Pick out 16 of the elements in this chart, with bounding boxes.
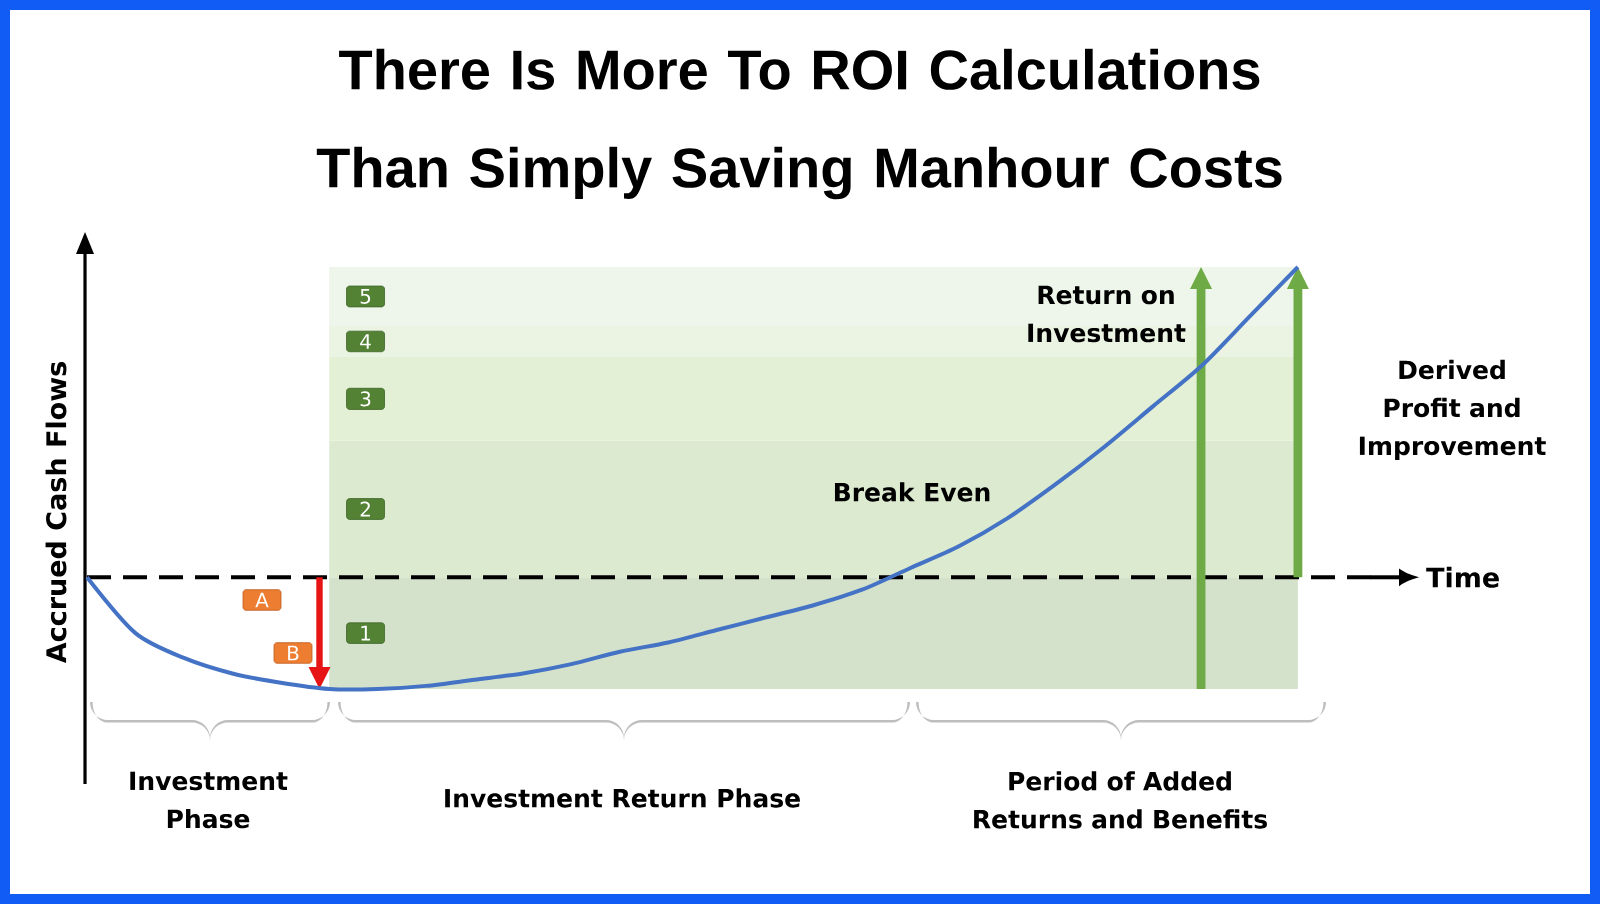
annotation: Break Even <box>834 482 990 502</box>
text: Derived Profit and Improvement <box>1359 359 1546 461</box>
chart-title: There Is More To ROI Calculations Than Simply Saving Manhour Costs <box>316 48 1282 200</box>
annotation: B <box>288 645 299 661</box>
band-label: 4 <box>360 334 371 349</box>
text: Period of Added Returns and Benefits <box>974 771 1267 829</box>
text: Investment Return Phase <box>445 788 800 808</box>
band-label: 3 <box>360 391 371 407</box>
annotation: Return on Investment <box>1028 285 1186 343</box>
y-axis-title: Accrued Cash Flows <box>45 362 67 664</box>
band-label: 2 <box>360 501 370 517</box>
band-label: 5 <box>360 289 371 304</box>
annotation: A <box>255 592 269 608</box>
band-label: 1 <box>361 625 371 641</box>
text: Investment Phase <box>130 771 288 829</box>
x-axis-title: Time <box>1426 566 1499 588</box>
